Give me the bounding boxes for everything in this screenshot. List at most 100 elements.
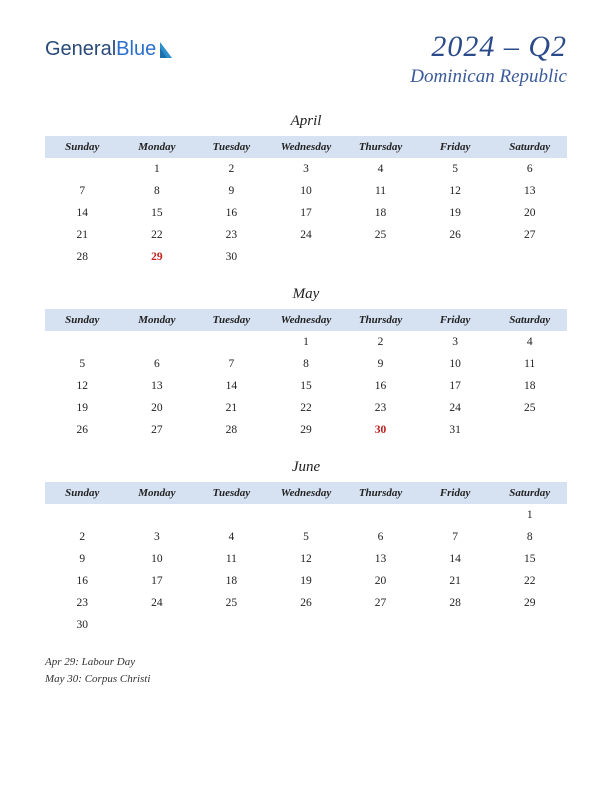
- calendar-day: 11: [343, 180, 418, 202]
- day-header: Saturday: [492, 309, 567, 331]
- calendar-day: [492, 614, 567, 636]
- calendar-day: 3: [120, 526, 195, 548]
- calendar-day: 2: [343, 331, 418, 353]
- calendar-day: 6: [343, 526, 418, 548]
- calendar-day: 29: [492, 592, 567, 614]
- calendar-day: 29: [269, 419, 344, 441]
- calendar-day: 17: [418, 375, 493, 397]
- calendar-day: 8: [120, 180, 195, 202]
- calendar-day: 1: [492, 504, 567, 526]
- calendar-day: 12: [418, 180, 493, 202]
- calendar-day: 2: [194, 158, 269, 180]
- calendar-day: 24: [120, 592, 195, 614]
- day-header: Sunday: [45, 136, 120, 158]
- calendar-day: 28: [194, 419, 269, 441]
- month-block: JuneSundayMondayTuesdayWednesdayThursday…: [45, 459, 567, 636]
- calendar-day: [45, 331, 120, 353]
- calendar-day: 13: [492, 180, 567, 202]
- calendar-day: 16: [343, 375, 418, 397]
- calendar-day: 24: [418, 397, 493, 419]
- calendar-day: 17: [269, 202, 344, 224]
- calendar-day: 2: [45, 526, 120, 548]
- calendar-day: 5: [269, 526, 344, 548]
- day-header: Tuesday: [194, 309, 269, 331]
- calendar-table: SundayMondayTuesdayWednesdayThursdayFrid…: [45, 309, 567, 441]
- calendar-day: 23: [45, 592, 120, 614]
- day-header: Tuesday: [194, 136, 269, 158]
- calendar-day: 28: [418, 592, 493, 614]
- calendar-day: 7: [194, 353, 269, 375]
- calendar-day: 21: [45, 224, 120, 246]
- calendar-day: 5: [45, 353, 120, 375]
- note-line: Apr 29: Labour Day: [45, 654, 567, 671]
- calendar-day: 8: [492, 526, 567, 548]
- holiday-notes: Apr 29: Labour DayMay 30: Corpus Christi: [45, 654, 567, 687]
- calendar-day: [269, 246, 344, 268]
- calendar-day: 8: [269, 353, 344, 375]
- calendar-day: 18: [194, 570, 269, 592]
- calendar-day: 24: [269, 224, 344, 246]
- calendar-day: 16: [45, 570, 120, 592]
- sail-icon: [158, 40, 174, 60]
- day-header: Wednesday: [269, 309, 344, 331]
- calendar-day: 7: [45, 180, 120, 202]
- calendar-day: 27: [343, 592, 418, 614]
- month-block: April SundayMondayTuesdayWednesdayThursda…: [45, 113, 567, 268]
- calendar-day: 22: [269, 397, 344, 419]
- calendar-day: 28: [45, 246, 120, 268]
- month-name: April: [45, 113, 567, 130]
- calendar-day: [343, 504, 418, 526]
- calendar-day: 10: [418, 353, 493, 375]
- day-header: Monday: [120, 482, 195, 504]
- calendar-day: 4: [343, 158, 418, 180]
- calendar-day: [269, 614, 344, 636]
- calendar-day: 13: [343, 548, 418, 570]
- country-title: Dominican Republic: [410, 66, 567, 88]
- calendar-day: 30: [194, 246, 269, 268]
- calendar-table: SundayMondayTuesdayWednesdayThursdayFrid…: [45, 482, 567, 636]
- calendar-day: 3: [418, 331, 493, 353]
- day-header: Tuesday: [194, 482, 269, 504]
- title-block: 2024 – Q2 Dominican Republic: [410, 30, 567, 88]
- calendar-day: 15: [120, 202, 195, 224]
- logo-part2: Blue: [116, 38, 156, 60]
- calendar-day: 14: [45, 202, 120, 224]
- calendar-day: 12: [45, 375, 120, 397]
- calendar-day: 17: [120, 570, 195, 592]
- calendar-day: [343, 246, 418, 268]
- calendar-day: [194, 614, 269, 636]
- calendar-day: 27: [492, 224, 567, 246]
- calendar-day: 23: [343, 397, 418, 419]
- day-header: Saturday: [492, 482, 567, 504]
- month-block: May SundayMondayTuesdayWednesdayThursdayF…: [45, 286, 567, 441]
- calendar-day: 6: [120, 353, 195, 375]
- calendar-day: 21: [418, 570, 493, 592]
- logo-part1: General: [45, 38, 116, 60]
- calendar-table: SundayMondayTuesdayWednesdayThursdayFrid…: [45, 136, 567, 268]
- calendar-day: 19: [269, 570, 344, 592]
- calendar-day: 30: [343, 419, 418, 441]
- calendar-day: 12: [269, 548, 344, 570]
- calendar-day: 26: [269, 592, 344, 614]
- calendar-day: [492, 246, 567, 268]
- calendar-day: [194, 504, 269, 526]
- calendar-day: 1: [120, 158, 195, 180]
- calendar-day: 20: [492, 202, 567, 224]
- calendar-day: 3: [269, 158, 344, 180]
- month-name: May: [45, 286, 567, 303]
- calendar-day: [120, 504, 195, 526]
- calendar-day: 10: [269, 180, 344, 202]
- calendar-day: 25: [492, 397, 567, 419]
- quarter-title: 2024 – Q2: [410, 30, 567, 64]
- note-line: May 30: Corpus Christi: [45, 671, 567, 688]
- day-header: Thursday: [343, 309, 418, 331]
- calendar-day: [343, 614, 418, 636]
- calendar-day: 26: [418, 224, 493, 246]
- day-header: Sunday: [45, 309, 120, 331]
- calendar-day: 11: [194, 548, 269, 570]
- calendar-day: 9: [194, 180, 269, 202]
- day-header: Thursday: [343, 482, 418, 504]
- calendar-day: 14: [194, 375, 269, 397]
- calendar-day: [269, 504, 344, 526]
- calendar-day: [45, 158, 120, 180]
